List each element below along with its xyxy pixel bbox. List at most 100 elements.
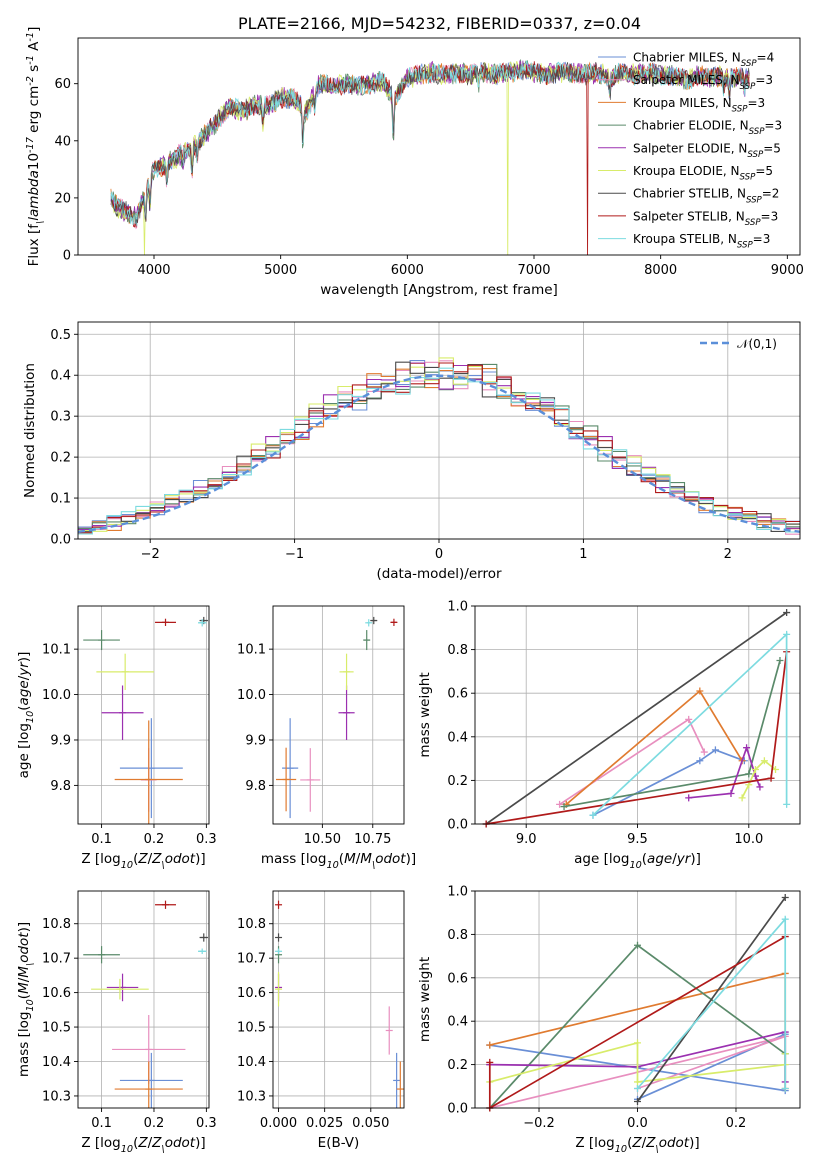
y-tick-label: 0.4 (447, 730, 468, 745)
x-tick-label: 4000 (137, 263, 170, 278)
y-tick-label: 10.4 (42, 1055, 71, 1070)
spectrum-lines (110, 59, 750, 255)
mass-weight-marker (783, 800, 791, 808)
mass-weight-marker (696, 757, 704, 765)
y-tick-label: 0.3 (50, 410, 71, 425)
y-axis-label: Flux [f\lambda10-17 erg cm-2 s-1 A-1] (25, 27, 46, 267)
spectrum-series-line (110, 61, 750, 255)
mass-weight-marker (727, 789, 735, 797)
y-tick-label: 0.4 (50, 369, 71, 384)
scatter-points (276, 616, 398, 819)
x-axis-label: Z [log10(Z/Z\odot)] (575, 1135, 699, 1155)
x-tick-label: 0.1 (91, 832, 112, 847)
scatter-panel: 0.1 0.2 0.3 10.3 10.4 10.5 10.6 10.7 10.8 Z [log1… (16, 890, 217, 1155)
mass-weight-marker (696, 687, 704, 695)
mass-weight-marker (776, 657, 784, 664)
y-tick-label: 10.3 (237, 1089, 266, 1104)
x-tick-label: 0.2 (144, 832, 165, 847)
x-tick-label: 1 (579, 547, 587, 562)
figure-static-layer: PLATE=2166, MJD=54232, FIBERID=0337, z=0… (238, 14, 641, 33)
x-axis-label: age [log10(age/yr)] (574, 851, 701, 871)
y-tick-label: 0.0 (447, 1102, 468, 1117)
mass-weight-marker (772, 766, 780, 773)
mass-weight-marker (745, 770, 753, 778)
y-tick-label: 10.0 (42, 688, 71, 703)
x-tick-label: 10.50 (304, 832, 341, 847)
x-tick-label: 0.3 (196, 832, 217, 847)
y-tick-label: 0.2 (50, 451, 71, 466)
mass-weight-marker (767, 774, 775, 782)
x-tick-label: −0.2 (523, 1116, 555, 1131)
mass-weight-marker (781, 915, 789, 923)
mass-weight-panel: −0.2 0.0 0.2 0.0 0.2 0.4 0.6 0.8 1.0 Z [log10(Z/Z… (417, 885, 801, 1155)
axes-frame (272, 605, 405, 825)
mass-weight-marker (685, 794, 693, 802)
axes-frame (272, 890, 405, 1109)
y-tick-label: 0.6 (447, 971, 468, 986)
spectrum-legend: Chabrier MILES, NSSP=4 Salpeter MILES, NS… (598, 51, 782, 251)
mass-weight-marker (634, 941, 641, 949)
x-tick-label: 0.3 (196, 1116, 217, 1131)
x-tick-label: 2 (724, 547, 732, 562)
y-tick-label: 1.0 (447, 600, 468, 615)
y-tick-label: 0.0 (447, 818, 468, 833)
x-tick-label: 9000 (771, 263, 804, 278)
y-tick-label: 0.2 (447, 1058, 468, 1073)
y-axis-label: mass weight (417, 672, 433, 757)
y-tick-label: 10.8 (237, 917, 266, 932)
scatter-points (83, 616, 208, 824)
y-tick-label: 10.8 (42, 917, 71, 932)
y-tick-label: 10.5 (237, 1021, 266, 1036)
axes-frame (77, 37, 801, 256)
mass-weight-marker (783, 609, 791, 617)
y-tick-label: 10.1 (42, 643, 71, 658)
residual-legend: 𝒩(0,1) (700, 337, 777, 351)
scatter-panel: 0.000 0.025 0.050 10.3 10.4 10.5 10.6 10.7 10.8 E… (237, 890, 405, 1151)
mass-weight-marker (781, 894, 789, 902)
y-tick-label: 9.9 (50, 733, 71, 748)
x-tick-label: 0 (435, 547, 443, 562)
x-tick-label: −1 (285, 547, 304, 562)
mass-weight-marker (743, 744, 751, 752)
mass-weight-marker (486, 1041, 494, 1049)
legend-label: Salpeter MILES, NSSP=3 (633, 73, 773, 92)
y-tick-label: 0.4 (447, 1015, 468, 1030)
x-tick-label: 0.050 (352, 1116, 389, 1131)
x-tick-label: 7000 (517, 263, 550, 278)
y-tick-label: 0.0 (50, 533, 71, 548)
spectrum-series-line (110, 61, 750, 224)
x-tick-label: 9.5 (627, 832, 648, 847)
x-tick-label: 0.000 (260, 1116, 297, 1131)
y-tick-label: 9.8 (50, 779, 71, 794)
y-tick-label: 10.5 (42, 1021, 71, 1036)
x-tick-label: 0.1 (91, 1116, 112, 1131)
y-axis-label: mass [log10(M/M\odot)] (16, 922, 36, 1077)
x-axis-label: wavelength [Angstrom, rest frame] (320, 282, 558, 298)
x-axis-label: E(B-V) (318, 1135, 360, 1151)
x-axis-label: mass [log10(M/M\odot)] (261, 851, 416, 871)
y-axis-label: Normed distribution (22, 363, 38, 498)
spectrum-series-line (110, 61, 750, 255)
y-tick-label: 40 (54, 134, 71, 149)
y-tick-label: 10.1 (237, 643, 266, 658)
y-tick-label: 0.2 (447, 774, 468, 789)
mass-weight-marker (700, 748, 708, 756)
legend-label: Chabrier ELODIE, NSSP=3 (633, 119, 782, 138)
axes-frame (77, 605, 210, 825)
legend-label: 𝒩(0,1) (737, 337, 777, 351)
mass-weight-series-line (636, 897, 786, 1102)
y-tick-label: 10.6 (42, 986, 71, 1001)
y-axis-label: mass weight (417, 957, 433, 1042)
x-tick-label: 10.0 (734, 832, 763, 847)
mass-weight-marker (783, 630, 791, 638)
legend-label: Kroupa MILES, NSSP=3 (633, 96, 765, 115)
y-tick-label: 0.6 (447, 687, 468, 702)
residual-steps (78, 357, 800, 535)
mass-weight-lines (482, 609, 791, 828)
y-tick-label: 0 (63, 249, 71, 264)
x-axis-label: Z [log10(Z/Z\odot)] (81, 1135, 205, 1155)
axes-frame (77, 890, 210, 1109)
residual-panel: −2 −1 0 1 2 0.0 0.1 0.2 0.3 0.4 0.5 (data-model)/er… (22, 321, 801, 582)
mass-weight-series-line (485, 611, 788, 825)
